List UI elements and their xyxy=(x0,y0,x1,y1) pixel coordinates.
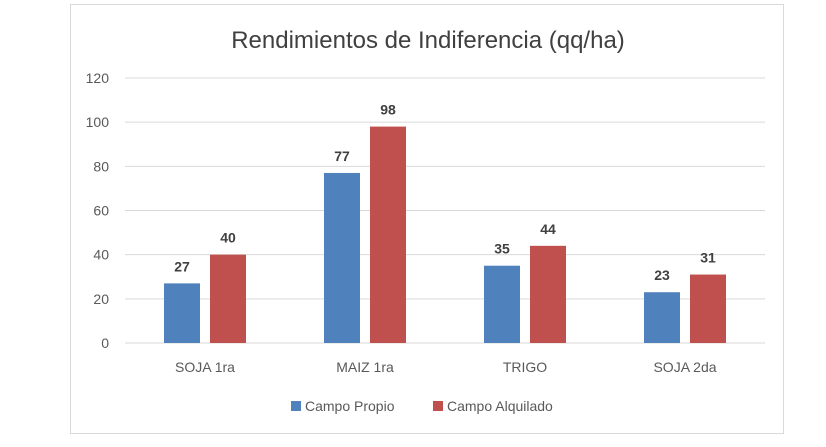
y-tick-label: 120 xyxy=(86,70,110,86)
y-tick-label: 60 xyxy=(93,203,109,219)
y-axis-ticks: 0 20 40 60 80 100 120 xyxy=(86,70,110,351)
legend-label: Campo Alquilado xyxy=(447,398,553,414)
bar-campo-alquilado-maiz-1ra xyxy=(370,126,406,343)
y-tick-label: 20 xyxy=(93,291,109,307)
x-axis-categories: SOJA 1ra MAIZ 1ra TRIGO SOJA 2da xyxy=(175,359,717,375)
legend-swatch xyxy=(291,401,301,411)
data-label: 23 xyxy=(654,267,670,283)
data-label: 35 xyxy=(494,241,510,257)
data-label: 98 xyxy=(380,102,396,118)
bar-campo-alquilado-soja-2da xyxy=(690,274,726,343)
x-category-label: TRIGO xyxy=(503,359,547,375)
legend-swatch xyxy=(433,401,443,411)
legend: Campo Propio Campo Alquilado xyxy=(291,398,553,414)
bar-campo-alquilado-soja-1ra xyxy=(210,254,246,343)
y-tick-label: 100 xyxy=(86,114,110,130)
data-label: 44 xyxy=(540,221,556,237)
data-labels: 27 40 77 98 35 44 23 31 xyxy=(174,102,716,284)
bar-campo-propio-soja-2da xyxy=(644,292,680,343)
chart-frame xyxy=(70,4,784,434)
chart-title: Rendimientos de Indiferencia (qq/ha) xyxy=(231,27,625,54)
data-label: 27 xyxy=(174,258,190,274)
legend-label: Campo Propio xyxy=(305,398,395,414)
x-category-label: MAIZ 1ra xyxy=(336,359,394,375)
bars xyxy=(164,126,726,343)
data-label: 31 xyxy=(700,250,716,266)
bar-campo-alquilado-trigo xyxy=(530,245,566,343)
y-tick-label: 40 xyxy=(93,247,109,263)
bar-campo-propio-soja-1ra xyxy=(164,283,200,343)
x-category-label: SOJA 1ra xyxy=(175,359,235,375)
y-tick-label: 0 xyxy=(101,335,109,351)
x-category-label: SOJA 2da xyxy=(653,359,716,375)
bar-campo-propio-maiz-1ra xyxy=(324,172,360,343)
bar-campo-propio-trigo xyxy=(484,265,520,343)
data-label: 40 xyxy=(220,230,236,246)
y-tick-label: 80 xyxy=(93,158,109,174)
data-label: 77 xyxy=(334,148,350,164)
